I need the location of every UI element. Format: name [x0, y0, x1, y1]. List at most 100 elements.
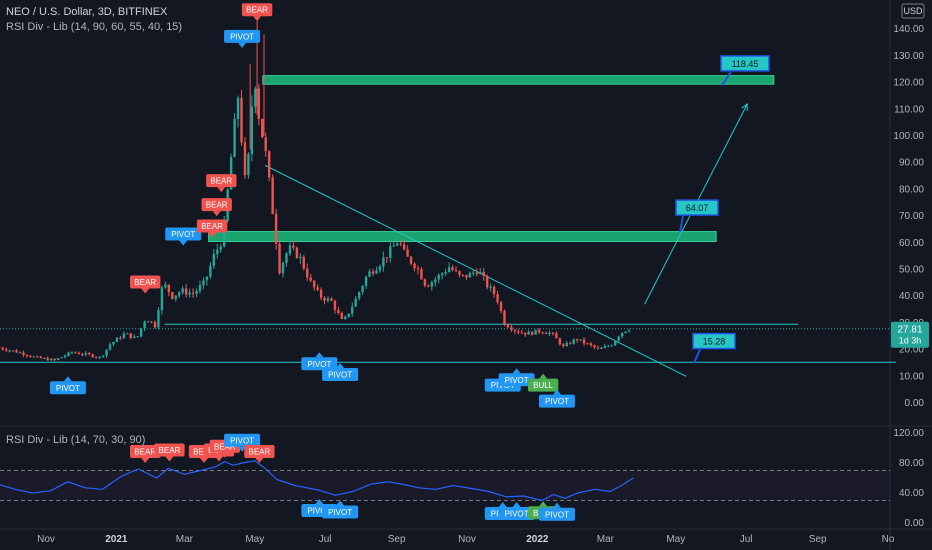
- candle-body[interactable]: [139, 328, 143, 337]
- candle-body[interactable]: [98, 356, 101, 358]
- candle-body[interactable]: [243, 142, 247, 176]
- candle-body[interactable]: [378, 266, 382, 271]
- candle-body[interactable]: [565, 343, 568, 347]
- candle-body[interactable]: [534, 329, 537, 335]
- candle-body[interactable]: [81, 354, 84, 356]
- candle-body[interactable]: [569, 343, 572, 345]
- candle-body[interactable]: [344, 316, 347, 319]
- candle-body[interactable]: [541, 332, 544, 334]
- candle-body[interactable]: [496, 294, 499, 303]
- candle-body[interactable]: [396, 243, 399, 246]
- candle-body[interactable]: [8, 350, 11, 352]
- candle-body[interactable]: [236, 97, 240, 120]
- candle-body[interactable]: [143, 321, 146, 329]
- candle-body[interactable]: [572, 339, 575, 344]
- candle-body[interactable]: [153, 321, 157, 328]
- candle-body[interactable]: [489, 286, 492, 288]
- candle-body[interactable]: [43, 358, 46, 360]
- candle-body[interactable]: [25, 355, 29, 357]
- candle-body[interactable]: [337, 309, 340, 314]
- candle-body[interactable]: [77, 352, 81, 355]
- candle-body[interactable]: [267, 151, 271, 178]
- rsi-pane[interactable]: [0, 460, 890, 502]
- candle-body[interactable]: [506, 324, 510, 328]
- candle-body[interactable]: [510, 327, 513, 330]
- candle-body[interactable]: [63, 355, 67, 358]
- candle-body[interactable]: [427, 285, 430, 287]
- candle-body[interactable]: [468, 273, 472, 278]
- candle-body[interactable]: [351, 306, 354, 314]
- candle-body[interactable]: [402, 244, 406, 250]
- candle-body[interactable]: [385, 257, 389, 259]
- candle-body[interactable]: [91, 354, 94, 358]
- candle-body[interactable]: [371, 271, 375, 274]
- candle-body[interactable]: [399, 243, 402, 245]
- candle-body[interactable]: [575, 339, 579, 341]
- candle-body[interactable]: [430, 282, 434, 287]
- candle-body[interactable]: [357, 292, 361, 299]
- candle-body[interactable]: [347, 313, 350, 317]
- candle-body[interactable]: [614, 340, 617, 346]
- candle-body[interactable]: [620, 332, 624, 337]
- candle-body[interactable]: [209, 265, 212, 277]
- candle-body[interactable]: [503, 310, 506, 325]
- candle-body[interactable]: [420, 268, 423, 280]
- candle-body[interactable]: [157, 310, 160, 328]
- candle-body[interactable]: [5, 349, 8, 351]
- candle-body[interactable]: [451, 267, 454, 271]
- candle-body[interactable]: [150, 321, 153, 323]
- candle-body[interactable]: [323, 297, 326, 301]
- candle-body[interactable]: [119, 337, 122, 339]
- candle-body[interactable]: [562, 344, 565, 347]
- candle-body[interactable]: [281, 262, 285, 274]
- candle-body[interactable]: [382, 257, 385, 267]
- candle-body[interactable]: [101, 355, 105, 357]
- candle-body[interactable]: [178, 292, 181, 296]
- candle-body[interactable]: [475, 272, 479, 275]
- candle-body[interactable]: [624, 331, 627, 333]
- candle-body[interactable]: [555, 333, 558, 339]
- candle-body[interactable]: [530, 331, 534, 335]
- candle-body[interactable]: [60, 357, 63, 359]
- candle-body[interactable]: [261, 118, 264, 138]
- candle-body[interactable]: [517, 331, 520, 333]
- candle-body[interactable]: [164, 284, 167, 288]
- candle-body[interactable]: [447, 267, 451, 272]
- candle-body[interactable]: [330, 298, 333, 301]
- candle-body[interactable]: [316, 287, 319, 290]
- candle-body[interactable]: [441, 273, 444, 276]
- candle-body[interactable]: [434, 279, 437, 283]
- candle-body[interactable]: [524, 332, 527, 335]
- candle-body[interactable]: [527, 331, 530, 335]
- candle-body[interactable]: [191, 292, 195, 294]
- candle-body[interactable]: [513, 329, 517, 332]
- candle-body[interactable]: [406, 249, 409, 257]
- candle-body[interactable]: [306, 268, 309, 278]
- candle-body[interactable]: [146, 321, 150, 323]
- candle-body[interactable]: [579, 339, 582, 341]
- candle-body[interactable]: [368, 271, 371, 277]
- candle-body[interactable]: [29, 355, 32, 357]
- candle-body[interactable]: [167, 284, 171, 293]
- candle-body[interactable]: [582, 339, 586, 344]
- candle-body[interactable]: [184, 288, 188, 295]
- candle-body[interactable]: [181, 288, 184, 293]
- candle-body[interactable]: [340, 313, 344, 319]
- candle-body[interactable]: [53, 358, 56, 361]
- candle-body[interactable]: [627, 330, 631, 332]
- candle-body[interactable]: [299, 256, 302, 259]
- currency-badge[interactable]: [901, 3, 925, 19]
- candle-body[interactable]: [593, 345, 596, 348]
- candle-body[interactable]: [112, 341, 115, 345]
- candle-body[interactable]: [361, 285, 364, 293]
- candle-body[interactable]: [375, 270, 378, 274]
- candle-body[interactable]: [22, 352, 25, 356]
- candle-body[interactable]: [88, 353, 91, 355]
- candle-body[interactable]: [46, 358, 49, 361]
- candle-body[interactable]: [607, 345, 610, 347]
- candle-body[interactable]: [136, 336, 139, 338]
- last-price-tag[interactable]: [891, 321, 929, 348]
- candle-body[interactable]: [461, 274, 465, 276]
- candle-body[interactable]: [105, 349, 108, 356]
